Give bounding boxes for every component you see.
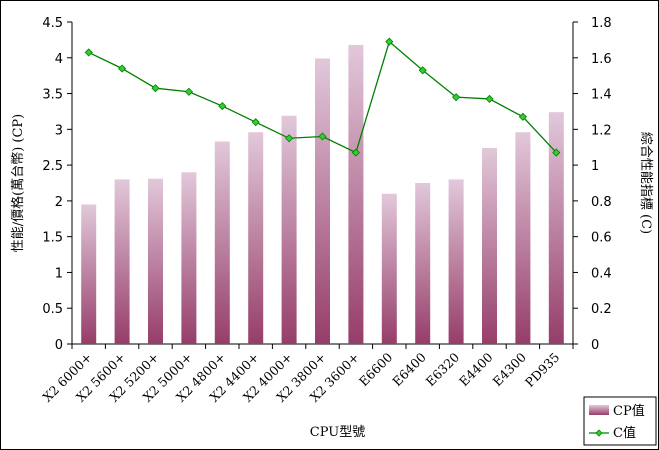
y-axis-title-left: 性能/價格(萬台幣) (CP)	[10, 114, 26, 253]
y-tick-label-left: 0	[55, 338, 63, 353]
legend-label-line: C值	[613, 425, 636, 441]
bar	[548, 112, 564, 344]
line-point	[418, 66, 427, 75]
bar	[482, 147, 497, 344]
bar	[181, 172, 197, 344]
line-point	[518, 112, 527, 121]
bar	[315, 58, 330, 344]
x-category-label: E6600	[356, 349, 396, 389]
y-tick-label-left: 3.5	[42, 88, 63, 103]
y-tick-label-right: 0.6	[591, 231, 612, 246]
y-tick-label-left: 4	[55, 52, 63, 67]
bar	[248, 132, 264, 344]
y-tick-label-left: 1.5	[42, 231, 63, 246]
y-tick-label-right: 0.8	[591, 195, 612, 210]
y-tick-label-right: 1.8	[591, 16, 612, 31]
bar	[81, 204, 97, 344]
x-category-label: E6320	[423, 349, 463, 389]
line-point	[184, 87, 193, 96]
y-tick-label-right: 1.4	[591, 88, 612, 103]
bar	[515, 132, 531, 344]
y-tick-label-left: 1	[55, 266, 63, 281]
y-tick-label-right: 1	[591, 159, 599, 174]
line-point	[318, 132, 327, 141]
bar	[214, 141, 230, 344]
y-tick-label-right: 0.4	[591, 266, 612, 281]
x-category-label: E4300	[489, 349, 529, 389]
bar	[114, 179, 130, 344]
y-axis-title-right: 綜合性能指標 (C)	[638, 132, 653, 234]
legend-label-bar: CP值	[613, 403, 645, 419]
line-point	[385, 37, 394, 46]
y-tick-label-left: 4.5	[42, 16, 63, 31]
legend-swatch-marker	[595, 429, 603, 437]
y-tick-label-right: 0.2	[591, 302, 612, 317]
line-point	[452, 93, 461, 102]
x-category-label: PD935	[522, 350, 563, 391]
legend: CP值 C值	[583, 396, 657, 446]
bar	[415, 183, 431, 344]
line-point	[552, 148, 561, 157]
x-axis-title: CPU型號	[310, 425, 365, 440]
y-tick-label-right: 1.2	[591, 123, 612, 138]
bar	[448, 179, 464, 344]
y-tick-label-right: 1.6	[591, 52, 612, 67]
legend-swatch-bar	[589, 405, 609, 415]
line-point	[84, 48, 93, 57]
y-tick-label-left: 2	[55, 195, 63, 210]
line-point	[485, 94, 494, 103]
y-tick-label-left: 2.5	[42, 159, 63, 174]
bar	[381, 193, 397, 344]
y-tick-label-left: 0.5	[42, 302, 63, 317]
line-point	[285, 134, 294, 143]
line-point	[118, 64, 127, 73]
line-point	[351, 148, 360, 157]
x-category-label: E6400	[389, 349, 429, 389]
bar	[281, 115, 297, 344]
y-tick-label-left: 3	[55, 123, 63, 138]
line-point	[151, 84, 160, 93]
y-tick-label-right: 0	[591, 338, 599, 353]
bar	[148, 178, 163, 344]
line-point	[251, 118, 260, 127]
line-point	[218, 102, 227, 111]
x-category-label: E4400	[456, 349, 496, 389]
bar	[348, 44, 364, 345]
